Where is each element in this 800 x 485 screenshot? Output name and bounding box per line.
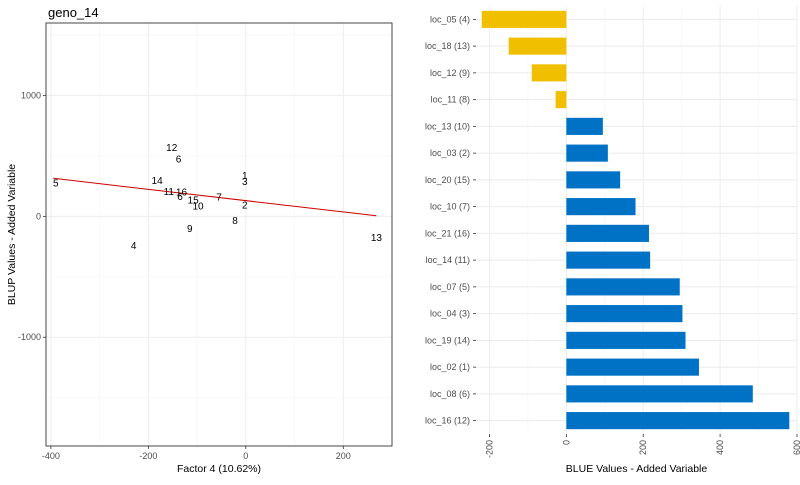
bar <box>566 412 790 430</box>
plot-border <box>45 22 393 447</box>
x-tick-label: 600 <box>792 440 800 455</box>
point-label: 8 <box>232 216 238 227</box>
category-label: loc_13 (10) <box>425 121 470 131</box>
point-label: 13 <box>371 233 383 244</box>
point-label: 6 <box>177 192 183 203</box>
point-label: 7 <box>216 193 222 204</box>
bar <box>566 198 636 216</box>
x-tick-label: 400 <box>715 440 725 455</box>
y-tick-label: -1000 <box>18 332 41 342</box>
category-label: loc_03 (2) <box>430 148 470 158</box>
bar <box>508 37 567 55</box>
x-axis-label: BLUE Values - Added Variable <box>566 463 708 475</box>
bar <box>531 64 567 82</box>
category-label: loc_04 (3) <box>430 309 470 319</box>
category-label: loc_08 (6) <box>430 389 470 399</box>
point-label: 9 <box>187 224 193 235</box>
point-label: 12 <box>166 143 178 154</box>
category-label: loc_14 (11) <box>426 255 470 265</box>
category-label: loc_02 (1) <box>430 362 470 372</box>
bar <box>566 305 683 323</box>
point-label: 3 <box>242 177 248 188</box>
point-label: 2 <box>242 200 248 211</box>
bar <box>566 144 608 162</box>
bar <box>566 117 603 135</box>
category-label: loc_16 (12) <box>425 416 470 426</box>
bar <box>566 385 753 403</box>
bar-panel: -200 0 200 400 600 loc_05 (4) loc_18 (13) loc_1… <box>425 6 800 475</box>
category-label: loc_18 (13) <box>425 41 470 51</box>
x-tick-label: 200 <box>336 451 351 461</box>
x-tick-label: -200 <box>484 440 494 458</box>
y-tick-label: 0 <box>36 211 41 221</box>
x-tick-label: 0 <box>243 451 248 461</box>
bar <box>481 10 567 28</box>
y-axis-label: BLUP Values - Added Variable <box>6 164 18 305</box>
point-label: 10 <box>192 202 204 213</box>
point-label: 1 <box>242 171 248 182</box>
bar <box>566 278 680 296</box>
regression-line <box>53 177 377 217</box>
point-label: 6 <box>176 154 182 165</box>
y-tick-label: 1000 <box>21 91 41 101</box>
point-label: 14 <box>152 176 164 187</box>
x-tick-label: 200 <box>638 440 648 455</box>
category-label: loc_11 (8) <box>431 95 470 105</box>
point-label: 15 <box>188 196 200 207</box>
x-tick-label: -400 <box>42 451 60 461</box>
category-label: loc_05 (4) <box>430 14 470 24</box>
point-label: 11 <box>164 187 175 198</box>
bar <box>566 224 649 242</box>
plot-area <box>46 23 392 446</box>
category-label: loc_07 (5) <box>430 282 470 292</box>
category-label: loc_10 (7) <box>430 202 470 212</box>
point-label: 5 <box>53 179 59 190</box>
x-axis-label: Factor 4 (10.62%) <box>177 463 261 475</box>
x-tick-label: 0 <box>561 440 571 445</box>
point-label: 4 <box>131 241 137 252</box>
bar <box>566 331 686 349</box>
category-label: loc_12 (9) <box>430 68 470 78</box>
chart-title: geno_14 <box>48 5 99 20</box>
bar <box>566 358 699 376</box>
category-label: loc_20 (15) <box>425 175 470 185</box>
category-label: loc_19 (14) <box>425 335 470 345</box>
point-label: 16 <box>176 188 188 199</box>
x-tick-label: -200 <box>139 451 157 461</box>
bar <box>566 171 621 189</box>
bar <box>566 251 651 269</box>
category-label: loc_21 (16) <box>425 228 470 238</box>
bar <box>555 91 567 109</box>
